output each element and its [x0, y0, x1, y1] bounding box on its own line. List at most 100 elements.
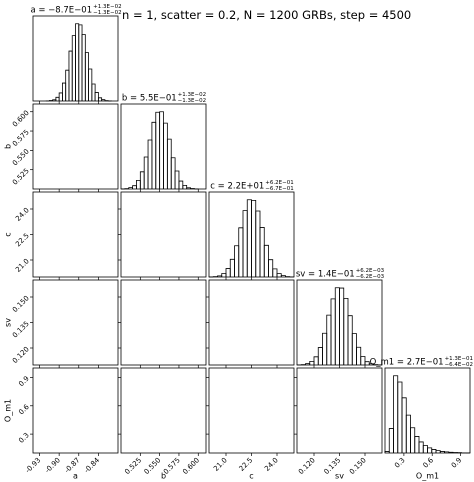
histogram-bin — [234, 245, 240, 277]
density-contour — [53, 201, 104, 267]
density — [218, 291, 284, 354]
histogram-bin — [182, 184, 188, 189]
histogram-bin — [309, 360, 315, 365]
density-contour — [246, 317, 257, 328]
panel-frame — [296, 367, 383, 454]
density-contour — [158, 320, 162, 324]
density-contour — [70, 428, 87, 443]
x-tick-label: 0.120 — [297, 456, 317, 476]
density-contour — [246, 432, 257, 440]
x-tick-label: 0.575 — [162, 456, 182, 476]
density — [53, 120, 104, 180]
density-contour — [155, 317, 165, 328]
panel-title-sub: −6.7E−01 — [265, 186, 293, 192]
density-contour — [337, 434, 341, 437]
panel-frame — [120, 279, 207, 366]
density-contour — [150, 312, 170, 333]
x-tick-label: 0.600 — [181, 456, 201, 476]
density-contour — [229, 301, 273, 343]
histogram-bin — [397, 381, 403, 453]
histogram-bin — [225, 268, 231, 277]
density-contour — [70, 312, 87, 333]
y-tick-label: 22.5 — [14, 232, 31, 249]
histogram-bin — [151, 121, 157, 189]
histogram-bin — [174, 170, 180, 189]
density-contour — [235, 307, 268, 339]
density-contour — [66, 307, 92, 339]
density-contour — [66, 218, 92, 251]
panel-title-sup: +6.2E−03 — [356, 268, 385, 274]
x-tick-label: 21.0 — [212, 456, 229, 473]
density-contour — [75, 145, 84, 155]
histogram-bin — [272, 268, 278, 277]
histogram-bin — [143, 156, 149, 189]
density-contour — [324, 425, 356, 448]
histogram-bin — [166, 138, 172, 189]
histogram-bin — [347, 315, 353, 365]
x-tick-label: 0.550 — [143, 456, 163, 476]
histogram-bin — [393, 375, 399, 453]
histogram-bin — [356, 346, 362, 365]
histogram-bin — [68, 50, 73, 101]
panel-title-sub: −6.4E−02 — [445, 362, 473, 368]
density-contour — [249, 434, 253, 437]
histogram-bin — [159, 111, 164, 189]
histogram-bin — [276, 273, 282, 277]
density-contour — [150, 428, 170, 443]
y-axis-label: b — [4, 144, 13, 149]
y-tick-label: 24.0 — [14, 206, 31, 223]
density-contour — [66, 425, 92, 448]
histogram-bin — [229, 258, 235, 277]
density-contour — [240, 312, 262, 333]
histogram-bin — [405, 414, 411, 453]
y-tick-label: 0.6 — [17, 403, 31, 417]
histogram-bin — [155, 111, 161, 189]
density-contour — [235, 425, 268, 448]
density-contour — [218, 413, 284, 458]
density-contour — [155, 432, 165, 440]
density-contour — [53, 120, 104, 180]
density-contour — [62, 130, 96, 170]
x-tick-label: -0.93 — [24, 456, 42, 474]
histogram-bin — [268, 259, 274, 277]
density-contour — [77, 434, 80, 437]
y-tick-label: 0.600 — [11, 109, 31, 129]
y-tick-label: 0.135 — [11, 320, 31, 340]
y-axis-label: O_m1 — [4, 399, 13, 422]
x-tick-label: -0.90 — [44, 456, 62, 474]
density-contour — [140, 421, 180, 451]
y-tick-label: 0.150 — [11, 294, 31, 314]
density-contour — [140, 301, 180, 343]
histogram-bin — [136, 179, 141, 189]
panel-title-sup: +1.3E−01 — [445, 356, 473, 362]
y-tick-label: 0.120 — [11, 345, 31, 365]
panel-title-sup: +6.2E−01 — [265, 180, 293, 186]
histogram-bin — [334, 287, 340, 365]
x-tick-label: -0.84 — [83, 456, 102, 475]
density — [53, 413, 104, 458]
density-contour — [145, 425, 175, 448]
panel-title: O_m1 = 2.7E−01 — [370, 358, 444, 368]
histogram-bin — [401, 397, 407, 453]
density-contour — [62, 212, 96, 256]
histogram-bin — [255, 210, 261, 277]
density-contour — [130, 291, 190, 354]
histogram-bin — [251, 199, 257, 277]
x-axis-label: O_m1 — [416, 472, 439, 481]
panel-title: sv = 1.4E−01 — [296, 270, 355, 280]
histogram-bin — [97, 97, 103, 101]
density-contour — [145, 307, 175, 339]
panel-title-sup: +1.3E−02 — [93, 4, 121, 10]
x-axis-label: sv — [335, 472, 344, 481]
histogram-bin — [147, 139, 153, 189]
histogram-bin — [339, 287, 345, 365]
density-contour — [66, 135, 92, 165]
density-contour — [308, 413, 371, 458]
histogram-bin — [317, 347, 323, 365]
density-contour — [75, 432, 84, 440]
density — [130, 291, 190, 354]
y-tick-label: 0.575 — [11, 128, 31, 148]
panel-frame — [208, 367, 295, 454]
y-tick-label: 0.525 — [11, 167, 31, 187]
panel-frame — [32, 279, 119, 366]
